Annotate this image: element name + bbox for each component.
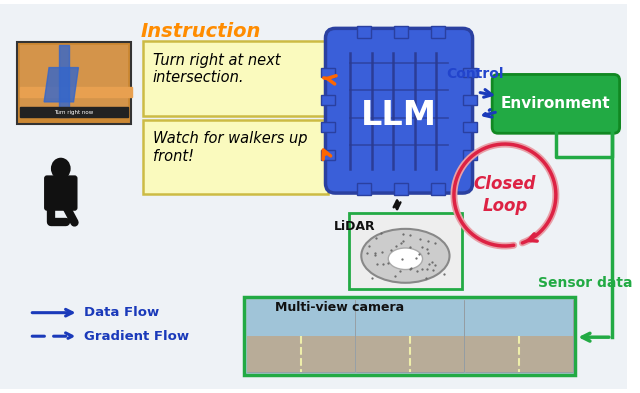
Text: Turn right now: Turn right now xyxy=(54,110,93,115)
Text: LiDAR: LiDAR xyxy=(334,220,376,233)
Ellipse shape xyxy=(388,248,422,270)
Bar xyxy=(247,336,355,373)
FancyBboxPatch shape xyxy=(17,42,131,125)
Bar xyxy=(247,300,355,373)
Polygon shape xyxy=(20,107,129,117)
Bar xyxy=(465,336,573,373)
Text: LLM: LLM xyxy=(361,99,437,132)
Bar xyxy=(357,26,371,38)
Bar xyxy=(321,68,335,77)
Bar xyxy=(394,183,408,195)
Text: Turn right at next
intersection.: Turn right at next intersection. xyxy=(153,53,280,85)
Bar xyxy=(356,336,464,373)
Bar xyxy=(321,150,335,160)
FancyBboxPatch shape xyxy=(45,176,76,210)
Bar xyxy=(247,300,355,336)
Text: Watch for walkers up
front!: Watch for walkers up front! xyxy=(153,131,307,164)
Text: Sensor data: Sensor data xyxy=(538,276,632,290)
Polygon shape xyxy=(20,87,132,97)
Bar xyxy=(463,95,477,105)
Text: Data Flow: Data Flow xyxy=(84,306,159,319)
FancyBboxPatch shape xyxy=(244,297,575,375)
FancyBboxPatch shape xyxy=(326,28,472,193)
Bar xyxy=(356,300,464,373)
Bar xyxy=(463,123,477,132)
Bar xyxy=(431,26,445,38)
Bar xyxy=(321,95,335,105)
Ellipse shape xyxy=(52,159,70,178)
Text: Multi-view camera: Multi-view camera xyxy=(275,301,404,314)
Bar xyxy=(357,183,371,195)
Polygon shape xyxy=(59,45,68,117)
Bar xyxy=(463,68,477,77)
Bar xyxy=(356,300,464,336)
Text: Instruction: Instruction xyxy=(141,22,261,41)
Bar xyxy=(321,123,335,132)
Text: Closed
Loop: Closed Loop xyxy=(474,175,536,215)
Bar xyxy=(465,300,573,373)
Bar xyxy=(463,150,477,160)
Bar xyxy=(20,45,129,116)
FancyBboxPatch shape xyxy=(349,213,462,289)
Bar xyxy=(394,26,408,38)
Bar xyxy=(431,183,445,195)
Ellipse shape xyxy=(361,229,449,283)
FancyBboxPatch shape xyxy=(143,41,328,116)
Text: Gradient Flow: Gradient Flow xyxy=(84,330,189,343)
FancyBboxPatch shape xyxy=(143,119,328,194)
Text: Control: Control xyxy=(446,68,503,81)
Text: Environment: Environment xyxy=(501,96,611,111)
Polygon shape xyxy=(44,68,79,102)
Bar xyxy=(465,300,573,336)
FancyBboxPatch shape xyxy=(492,74,620,133)
